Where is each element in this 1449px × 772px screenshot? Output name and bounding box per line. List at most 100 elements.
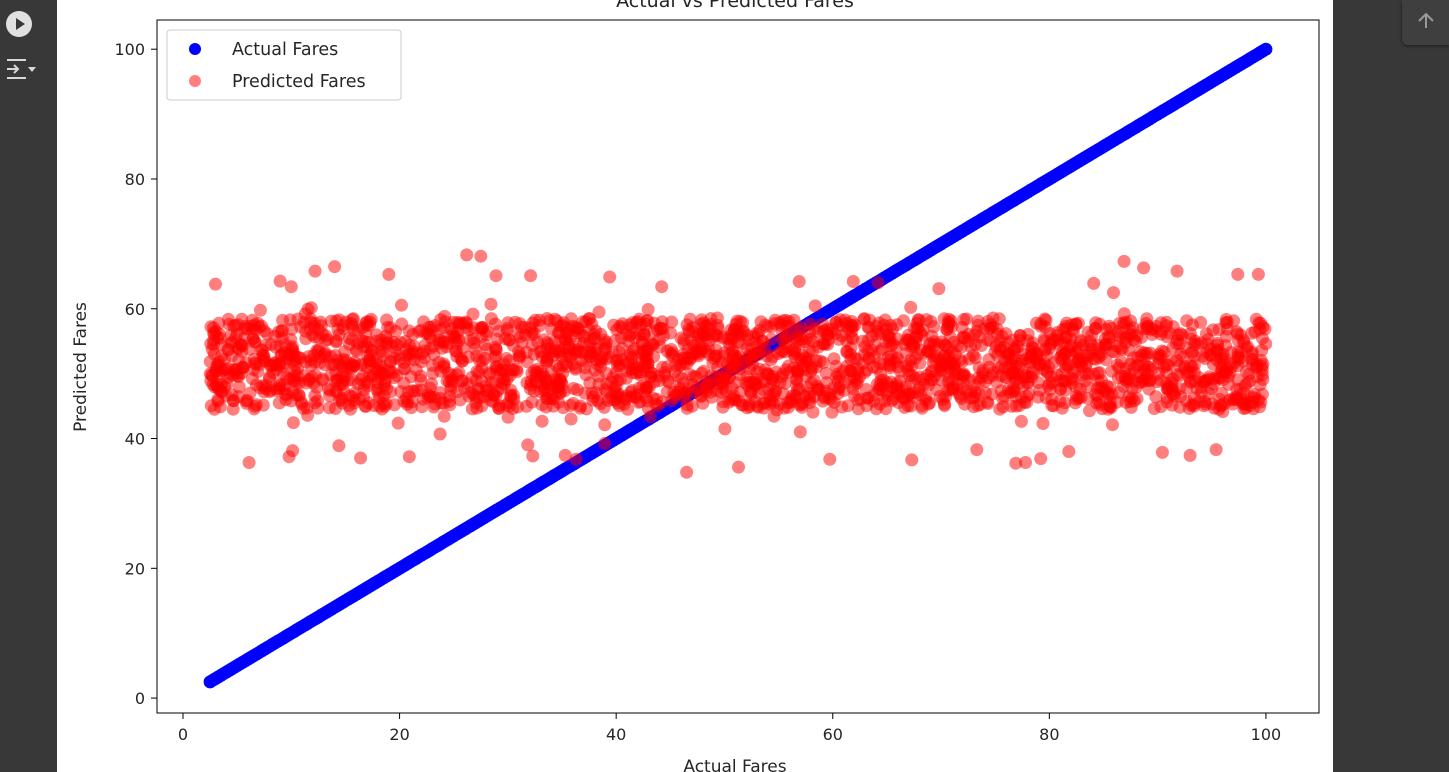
- output-collapse-icon: [4, 55, 36, 87]
- predicted-fare-point: [373, 357, 387, 371]
- predicted-fare-point: [1111, 328, 1125, 342]
- output-options-button[interactable]: [3, 56, 37, 86]
- predicted-fare-point: [653, 321, 667, 335]
- predicted-fare-point: [460, 248, 474, 262]
- x-tick-label: 0: [178, 725, 188, 744]
- predicted-fare-point: [1256, 372, 1270, 386]
- predicted-fare-point: [1043, 377, 1057, 391]
- predicted-fare-point: [1142, 360, 1156, 374]
- predicted-fare-point: [1117, 254, 1131, 268]
- predicted-fare-point: [472, 382, 485, 396]
- predicted-fare-point: [637, 359, 651, 373]
- predicted-fare-point: [1065, 371, 1078, 385]
- predicted-fare-point: [484, 297, 498, 311]
- scroll-to-top-button[interactable]: [1402, 0, 1449, 45]
- predicted-fare-point: [524, 269, 538, 283]
- predicted-fare-point: [1014, 414, 1028, 428]
- predicted-fare-point: [1133, 368, 1147, 381]
- predicted-fare-point: [1010, 372, 1024, 386]
- predicted-fare-point: [830, 370, 843, 384]
- predicted-fare-point: [692, 349, 705, 363]
- predicted-fare-point: [364, 312, 378, 326]
- predicted-fare-point: [683, 368, 697, 382]
- predicted-fare-point: [1180, 314, 1194, 328]
- run-cell-button[interactable]: [4, 11, 34, 41]
- predicted-fare-point: [1044, 338, 1058, 352]
- predicted-fare-point: [666, 346, 679, 360]
- predicted-fare-point: [203, 367, 217, 381]
- predicted-fare-point: [631, 315, 645, 329]
- predicted-fare-point: [311, 401, 325, 415]
- predicted-fare-point: [446, 374, 460, 388]
- predicted-fare-point: [520, 376, 534, 390]
- predicted-fare-point: [437, 409, 451, 423]
- predicted-fare-point: [553, 333, 567, 347]
- predicted-fare-point: [776, 314, 790, 328]
- predicted-fare-point: [558, 448, 572, 462]
- predicted-fare-point: [279, 349, 293, 363]
- predicted-fare-point: [1178, 362, 1192, 375]
- predicted-fare-point: [846, 320, 860, 334]
- predicted-fare-point: [1081, 325, 1095, 339]
- predicted-fare-point: [928, 369, 942, 383]
- predicted-fare-point: [512, 349, 526, 363]
- predicted-fare-point: [1089, 316, 1103, 330]
- predicted-fare-point: [1114, 355, 1128, 369]
- predicted-fare-point: [358, 335, 372, 349]
- predicted-fare-point: [1254, 316, 1268, 330]
- predicted-fare-point: [942, 349, 956, 363]
- predicted-fare-point: [639, 390, 653, 404]
- predicted-fare-point: [642, 380, 656, 394]
- predicted-fare-point: [264, 338, 278, 351]
- predicted-fare-point: [312, 343, 326, 357]
- predicted-fare-point: [597, 333, 611, 347]
- predicted-fare-point: [811, 325, 825, 339]
- predicted-fare-point: [968, 351, 982, 365]
- predicted-fare-point: [1239, 365, 1253, 379]
- predicted-fare-point: [568, 320, 582, 334]
- predicted-fare-point: [1107, 286, 1120, 300]
- predicted-fare-point: [801, 386, 815, 400]
- predicted-fare-point: [433, 427, 447, 441]
- predicted-fare-point: [272, 358, 286, 372]
- predicted-fare-point: [898, 400, 912, 414]
- predicted-fare-point: [736, 398, 750, 412]
- predicted-fare-point: [501, 410, 515, 424]
- cell-gutter: [0, 0, 57, 772]
- predicted-fare-point: [438, 315, 452, 329]
- predicted-fare-point: [474, 249, 488, 263]
- predicted-fare-point: [419, 326, 433, 340]
- predicted-fare-point: [825, 405, 839, 419]
- predicted-fare-point: [455, 374, 469, 388]
- predicted-fare-point: [1175, 328, 1189, 342]
- legend-label-actual: Actual Fares: [232, 40, 338, 60]
- predicted-fare-point: [1251, 267, 1265, 281]
- predicted-fare-point: [1126, 351, 1140, 365]
- predicted-fare-point: [790, 373, 804, 387]
- predicted-fare-point: [501, 316, 515, 330]
- predicted-fare-point: [758, 318, 772, 332]
- predicted-fare-point: [363, 348, 377, 362]
- predicted-fare-point: [1147, 402, 1161, 415]
- y-axis-label: Predicted Fares: [71, 302, 91, 432]
- predicted-fare-point: [598, 418, 612, 432]
- predicted-fare-point: [1036, 417, 1050, 430]
- predicted-fare-point: [258, 354, 272, 368]
- predicted-fare-point: [242, 456, 256, 469]
- y-tick-label: 0: [135, 689, 145, 708]
- predicted-fare-point: [683, 312, 697, 326]
- predicted-fare-point: [1007, 384, 1021, 398]
- predicted-fare-point: [656, 360, 670, 374]
- predicted-fare-point: [972, 361, 986, 375]
- predicted-fare-point: [891, 360, 905, 374]
- predicted-fare-point: [212, 327, 226, 341]
- matplotlib-figure: Actual vs Predicted Fares 0 20 40 60 80 100 0…: [57, 0, 1333, 772]
- predicted-fare-point: [222, 317, 236, 331]
- predicted-fare-point: [500, 372, 514, 386]
- predicted-fare-point: [910, 321, 924, 335]
- predicted-fare-point: [564, 412, 578, 426]
- predicted-fare-point: [211, 357, 224, 371]
- legend-marker-actual: [189, 43, 201, 55]
- predicted-fare-point: [1230, 393, 1244, 407]
- predicted-fare-point: [851, 352, 864, 366]
